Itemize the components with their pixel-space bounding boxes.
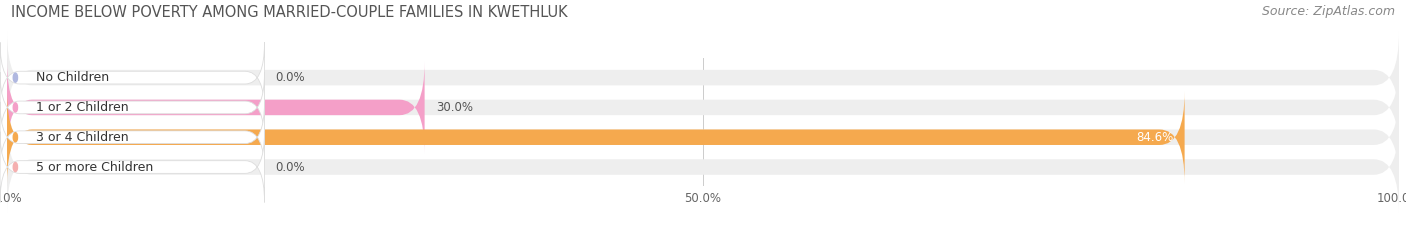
Text: 5 or more Children: 5 or more Children [37,161,153,174]
Text: 0.0%: 0.0% [276,161,305,174]
Text: Source: ZipAtlas.com: Source: ZipAtlas.com [1261,5,1395,18]
FancyBboxPatch shape [0,132,264,202]
Text: 3 or 4 Children: 3 or 4 Children [37,131,129,144]
Text: INCOME BELOW POVERTY AMONG MARRIED-COUPLE FAMILIES IN KWETHLUK: INCOME BELOW POVERTY AMONG MARRIED-COUPL… [11,5,568,20]
Circle shape [13,133,17,142]
Text: 84.6%: 84.6% [1136,131,1174,144]
Text: 30.0%: 30.0% [436,101,472,114]
Text: No Children: No Children [37,71,110,84]
Text: 0.0%: 0.0% [276,71,305,84]
Text: 1 or 2 Children: 1 or 2 Children [37,101,129,114]
FancyBboxPatch shape [0,102,264,173]
FancyBboxPatch shape [7,121,1399,213]
FancyBboxPatch shape [7,62,1399,153]
FancyBboxPatch shape [7,91,1399,183]
FancyBboxPatch shape [7,91,1185,183]
FancyBboxPatch shape [7,62,425,153]
FancyBboxPatch shape [7,32,1399,123]
Circle shape [13,162,17,171]
Circle shape [13,103,17,112]
Circle shape [13,73,17,82]
FancyBboxPatch shape [0,72,264,143]
FancyBboxPatch shape [0,42,264,113]
